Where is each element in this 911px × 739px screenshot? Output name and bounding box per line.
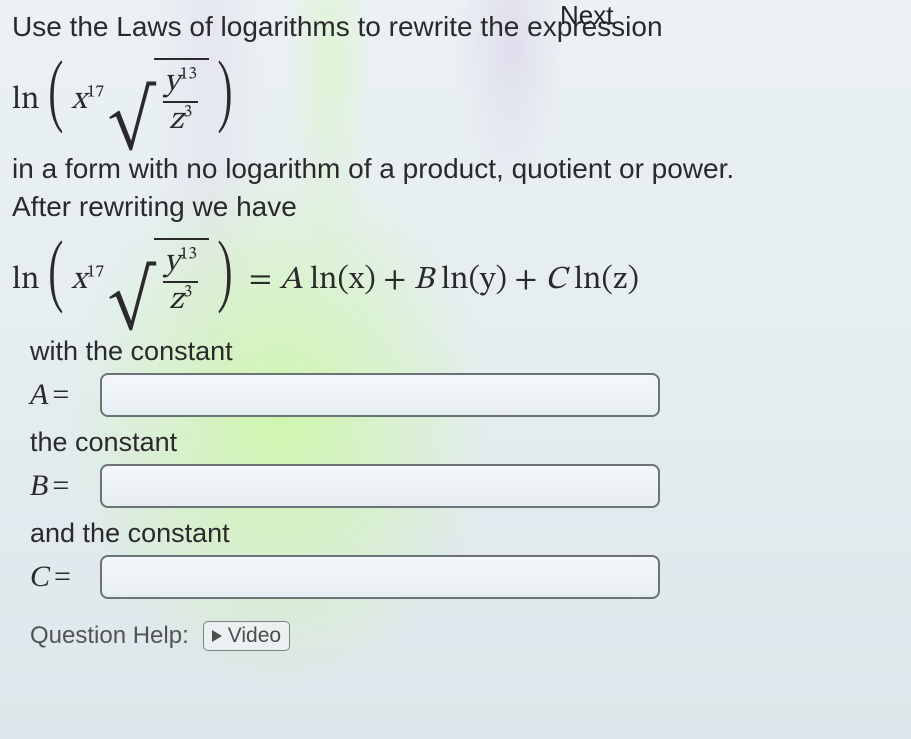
z-base: z — [169, 104, 184, 136]
video-button[interactable]: Video — [203, 621, 290, 651]
y-base: y — [164, 66, 179, 98]
z-exp: 3 — [184, 105, 193, 122]
ln-func-2: ln — [12, 260, 40, 300]
and-constant-label: and the constant — [30, 518, 899, 549]
A-label: A — [30, 378, 48, 411]
expression-1: ln ( x17 √ y13 z3 ) — [12, 60, 899, 140]
the-constant-label: the constant — [30, 427, 899, 458]
x-exp: 17 — [87, 84, 104, 101]
prompt-line-2: in a form with no logarithm of a product… — [12, 150, 899, 188]
prompt-line-1: Use the Laws of logarithms to rewrite th… — [12, 8, 899, 46]
x-base: x — [71, 84, 86, 116]
question-help-label: Question Help: — [30, 622, 189, 650]
expression-2: ln ( x17 √ y13 z3 ) = A ln(x) + B ln(y) … — [12, 240, 899, 320]
next-link[interactable]: Next — [560, 0, 613, 31]
video-label: Video — [228, 624, 281, 648]
rhs: = A ln(x) + B ln(y) + C ln(z) — [249, 260, 639, 300]
prompt-line-3: After rewriting we have — [12, 188, 899, 226]
y-exp: 13 — [180, 66, 197, 83]
B-label: B — [30, 469, 48, 502]
radical: √ y13 z3 — [108, 58, 209, 138]
C-label: C — [30, 560, 50, 593]
ln-func: ln — [12, 80, 40, 120]
with-constant-label: with the constant — [30, 336, 899, 367]
answer-input-b[interactable] — [100, 464, 660, 508]
play-icon — [212, 630, 222, 642]
answer-input-c[interactable] — [100, 555, 660, 599]
answer-input-a[interactable] — [100, 373, 660, 417]
